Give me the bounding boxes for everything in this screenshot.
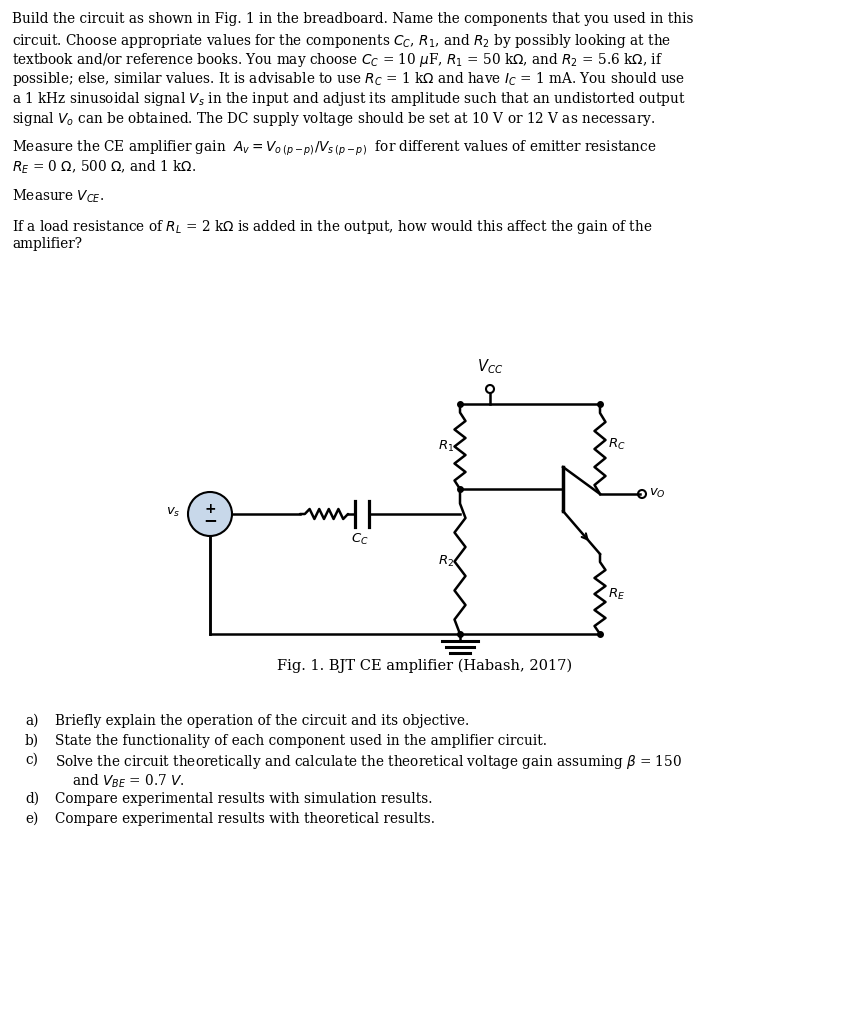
Text: Compare experimental results with simulation results.: Compare experimental results with simula… bbox=[55, 792, 432, 806]
Text: $v_s$: $v_s$ bbox=[166, 506, 180, 518]
Text: $R_C$: $R_C$ bbox=[608, 436, 625, 452]
Text: textbook and/or reference books. You may choose $C_C$ = 10 $\mu$F, $R_1$ = 50 k$: textbook and/or reference books. You may… bbox=[12, 51, 663, 69]
Text: Solve the circuit theoretically and calculate the theoretical voltage gain assum: Solve the circuit theoretically and calc… bbox=[55, 753, 683, 771]
Text: $C_C$: $C_C$ bbox=[351, 532, 368, 547]
Text: signal $V_o$ can be obtained. The DC supply voltage should be set at 10 V or 12 : signal $V_o$ can be obtained. The DC sup… bbox=[12, 110, 655, 128]
Text: e): e) bbox=[25, 811, 38, 825]
Text: and $V_{BE}$ = 0.7 $V$.: and $V_{BE}$ = 0.7 $V$. bbox=[55, 772, 185, 790]
Text: b): b) bbox=[25, 733, 39, 748]
Text: If a load resistance of $R_L$ = 2 k$\Omega$ is added in the output, how would th: If a load resistance of $R_L$ = 2 k$\Ome… bbox=[12, 217, 653, 236]
Text: $R_E$ = 0 $\Omega$, 500 $\Omega$, and 1 k$\Omega$.: $R_E$ = 0 $\Omega$, 500 $\Omega$, and 1 … bbox=[12, 159, 196, 176]
Text: State the functionality of each component used in the amplifier circuit.: State the functionality of each componen… bbox=[55, 733, 547, 748]
Text: Briefly explain the operation of the circuit and its objective.: Briefly explain the operation of the cir… bbox=[55, 714, 469, 728]
Text: Compare experimental results with theoretical results.: Compare experimental results with theore… bbox=[55, 811, 435, 825]
Text: a 1 kHz sinusoidal signal $V_s$ in the input and adjust its amplitude such that : a 1 kHz sinusoidal signal $V_s$ in the i… bbox=[12, 90, 686, 108]
Text: Fig. 1. BJT CE amplifier (Habash, 2017): Fig. 1. BJT CE amplifier (Habash, 2017) bbox=[277, 659, 573, 674]
Text: $R_1$: $R_1$ bbox=[437, 439, 454, 454]
Text: amplifier?: amplifier? bbox=[12, 237, 82, 251]
Text: +: + bbox=[204, 502, 216, 516]
Text: $V_{CC}$: $V_{CC}$ bbox=[477, 357, 503, 376]
Text: a): a) bbox=[25, 714, 38, 728]
Text: $v_O$: $v_O$ bbox=[649, 486, 665, 500]
Text: d): d) bbox=[25, 792, 39, 806]
Text: $R_E$: $R_E$ bbox=[608, 587, 625, 601]
Text: $R_2$: $R_2$ bbox=[438, 554, 454, 569]
Text: possible; else, similar values. It is advisable to use $R_C$ = 1 k$\Omega$ and h: possible; else, similar values. It is ad… bbox=[12, 71, 685, 88]
Text: c): c) bbox=[25, 753, 38, 767]
Text: Build the circuit as shown in Fig. 1 in the breadboard. Name the components that: Build the circuit as shown in Fig. 1 in … bbox=[12, 12, 694, 26]
Text: Measure the CE amplifier gain  $A_v = V_{o\,(p-p)}/V_{s\,(p-p)}$  for different : Measure the CE amplifier gain $A_v = V_{… bbox=[12, 139, 657, 159]
Circle shape bbox=[188, 492, 232, 536]
Text: −: − bbox=[203, 511, 217, 529]
Text: circuit. Choose appropriate values for the components $C_C$, $R_1$, and $R_2$ by: circuit. Choose appropriate values for t… bbox=[12, 32, 671, 49]
Text: Measure $V_{CE}$.: Measure $V_{CE}$. bbox=[12, 188, 104, 206]
